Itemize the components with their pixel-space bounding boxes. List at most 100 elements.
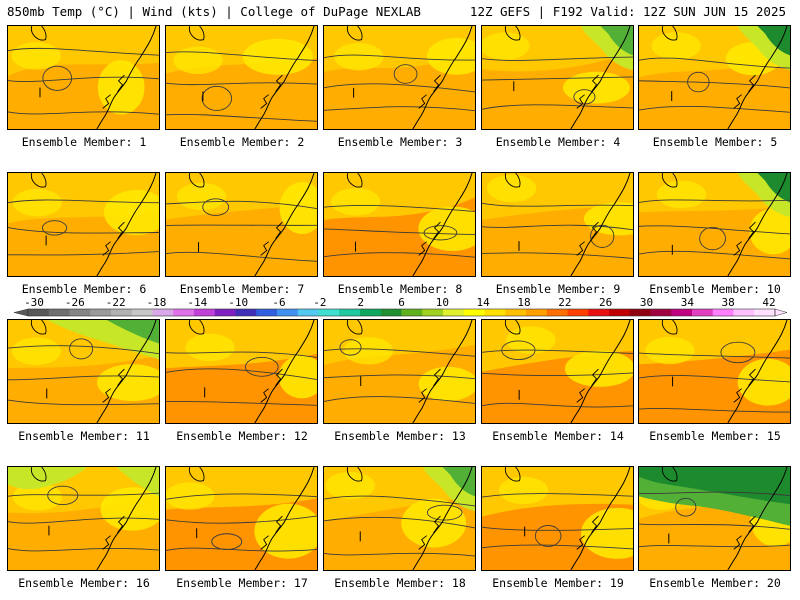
colorbar-swatch (48, 309, 70, 316)
colorbar-tick-label: 34 (681, 296, 695, 309)
ensemble-member-map (165, 25, 318, 130)
temperature-field-map (482, 467, 633, 570)
colorbar-swatch (194, 309, 216, 316)
colorbar-swatch (131, 309, 153, 316)
chart-title: 850mb Temp (°C) | Wind (kts) | College o… (7, 4, 421, 19)
ensemble-member-label: Ensemble Member: 17 (176, 576, 308, 590)
colorbar-tick-label: -22 (106, 296, 126, 309)
colorbar-swatch (609, 309, 631, 316)
temperature-field-map (324, 467, 475, 570)
colorbar-tick-label: 26 (599, 296, 612, 309)
ensemble-member-label: Ensemble Member: 18 (334, 576, 466, 590)
colorbar-tick-label: 10 (436, 296, 449, 309)
temperature-field-map (8, 320, 159, 423)
colorbar-swatch (588, 309, 610, 316)
colorbar-swatch (297, 309, 319, 316)
colorbar-swatch (360, 309, 382, 316)
ensemble-member-label: Ensemble Member: 2 (179, 135, 305, 149)
ensemble-member-label: Ensemble Member: 6 (21, 282, 147, 296)
colorbar-swatch (463, 309, 485, 316)
ensemble-member-map (7, 25, 160, 130)
colorbar-tick-label: 6 (398, 296, 405, 309)
colorbar-tick-label: 2 (357, 296, 364, 309)
temperature-field-map (639, 173, 790, 276)
temperature-field-map (166, 467, 317, 570)
colorbar-swatch (318, 309, 340, 316)
ensemble-member-label: Ensemble Member: 20 (649, 576, 781, 590)
ensemble-member-label: Ensemble Member: 15 (649, 429, 781, 443)
colorbar-tick-label: 38 (722, 296, 735, 309)
colorbar-swatch (235, 309, 257, 316)
ensemble-member-label: Ensemble Member: 19 (492, 576, 624, 590)
colorbar-swatch (671, 309, 693, 316)
colorbar-swatch (401, 309, 423, 316)
colorbar-tick-label: 14 (477, 296, 491, 309)
colorbar-swatch (629, 309, 651, 316)
ensemble-member-map (7, 319, 160, 424)
ensemble-member-map (165, 172, 318, 277)
ensemble-member-map (323, 172, 476, 277)
colorbar-tick-label: 18 (517, 296, 530, 309)
colorbar-swatch (28, 309, 50, 316)
temperature-field-map (639, 467, 790, 570)
colorbar-tick-label: -18 (147, 296, 167, 309)
ensemble-member-label: Ensemble Member: 5 (652, 135, 778, 149)
temperature-field-map (8, 26, 159, 129)
temperature-field-map (8, 173, 159, 276)
ensemble-member-map (323, 25, 476, 130)
colorbar-swatch (484, 309, 506, 316)
colorbar-swatch (443, 309, 465, 316)
colorbar-tick-label: -14 (187, 296, 207, 309)
ensemble-member-label: Ensemble Member: 13 (334, 429, 466, 443)
ensemble-member-map (7, 172, 160, 277)
temperature-field-map (166, 26, 317, 129)
ensemble-member-map (323, 466, 476, 571)
colorbar-swatch (214, 309, 236, 316)
temperature-colorbar: -30 -26 -22 -18 -14 -10 -6 -2 2 6 10 14 18 22 26 30 34 38… (13, 296, 788, 317)
ensemble-member-map (638, 172, 791, 277)
ensemble-member-map (165, 466, 318, 571)
colorbar-swatch (256, 309, 278, 316)
colorbar-swatch (90, 309, 112, 316)
temperature-field-map (324, 173, 475, 276)
ensemble-member-label: Ensemble Member: 16 (18, 576, 150, 590)
colorbar-swatch (173, 309, 195, 316)
ensemble-member-label: Ensemble Member: 8 (337, 282, 463, 296)
colorbar-swatch (505, 309, 527, 316)
colorbar-swatch (754, 309, 776, 316)
colorbar-swatch (692, 309, 714, 316)
colorbar-swatch (69, 309, 91, 316)
temperature-field-map (639, 320, 790, 423)
colorbar-swatch (111, 309, 133, 316)
colorbar-tick-label: 30 (640, 296, 653, 309)
ensemble-member-map (165, 319, 318, 424)
ensemble-member-label: Ensemble Member: 3 (337, 135, 463, 149)
ensemble-member-map (638, 319, 791, 424)
model-run-info: 12Z GEFS | F192 Valid: 12Z SUN JUN 15 20… (469, 4, 786, 19)
colorbar-swatch (733, 309, 755, 316)
ensemble-member-label: Ensemble Member: 9 (495, 282, 621, 296)
colorbar-tick-label: 22 (558, 296, 571, 309)
colorbar-swatch (567, 309, 589, 316)
ensemble-member-map (638, 466, 791, 571)
colorbar-swatch (650, 309, 672, 316)
ensemble-member-map (323, 319, 476, 424)
temperature-field-map (482, 173, 633, 276)
colorbar-swatch (546, 309, 568, 316)
temperature-field-map (324, 320, 475, 423)
ensemble-member-map (481, 466, 634, 571)
temperature-field-map (482, 320, 633, 423)
ensemble-member-map (481, 319, 634, 424)
colorbar-swatch (526, 309, 548, 316)
ensemble-member-map (481, 25, 634, 130)
temperature-field-map (166, 173, 317, 276)
colorbar-swatch (339, 309, 361, 316)
colorbar-tick-label: -2 (313, 296, 326, 309)
ensemble-member-label: Ensemble Member: 4 (495, 135, 621, 149)
colorbar-swatch (712, 309, 734, 316)
ensemble-member-label: Ensemble Member: 11 (18, 429, 150, 443)
ensemble-member-label: Ensemble Member: 10 (649, 282, 781, 296)
ensemble-member-map (638, 25, 791, 130)
temperature-field-map (482, 26, 633, 129)
colorbar-tick-label: -6 (272, 296, 285, 309)
